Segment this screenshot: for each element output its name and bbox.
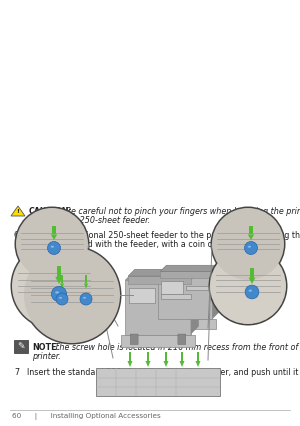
Text: CAUTION:: CAUTION:	[29, 207, 73, 216]
Text: ✎: ✎	[17, 342, 25, 351]
Bar	[61, 275, 63, 283]
Circle shape	[245, 285, 259, 299]
FancyBboxPatch shape	[125, 280, 190, 334]
FancyBboxPatch shape	[96, 368, 220, 396]
Text: The screw hole is located in 216 mm recess from the front of the: The screw hole is located in 216 mm rece…	[52, 343, 300, 352]
Polygon shape	[158, 268, 219, 274]
Bar	[181, 352, 183, 361]
Circle shape	[22, 245, 122, 345]
Polygon shape	[55, 277, 63, 284]
Text: the optional 250-sheet feeder.: the optional 250-sheet feeder.	[29, 216, 150, 225]
Ellipse shape	[249, 290, 252, 292]
FancyBboxPatch shape	[160, 271, 212, 278]
Polygon shape	[84, 283, 88, 289]
Text: Insert the standard 250-sheet tray into the printer, and push until it stops.: Insert the standard 250-sheet tray into …	[27, 368, 300, 377]
Bar	[147, 352, 149, 361]
FancyBboxPatch shape	[14, 340, 28, 353]
Ellipse shape	[51, 246, 54, 248]
FancyBboxPatch shape	[161, 281, 182, 294]
Circle shape	[11, 242, 98, 329]
Polygon shape	[190, 272, 199, 334]
Text: 7: 7	[14, 368, 19, 377]
Bar	[85, 275, 87, 283]
Circle shape	[244, 242, 257, 254]
Text: printer.: printer.	[32, 352, 61, 361]
Ellipse shape	[83, 297, 86, 299]
Text: 6: 6	[14, 231, 19, 240]
Text: !: !	[16, 209, 20, 214]
Circle shape	[24, 247, 120, 343]
Bar	[250, 268, 254, 278]
Circle shape	[12, 244, 96, 328]
Polygon shape	[212, 268, 219, 319]
Bar	[129, 352, 131, 361]
Circle shape	[51, 286, 67, 302]
Circle shape	[210, 248, 286, 324]
Circle shape	[56, 293, 68, 305]
Bar	[52, 226, 56, 234]
FancyBboxPatch shape	[186, 286, 211, 290]
Text: screws provided with the feeder, with a coin or similar object.: screws provided with the feeder, with a …	[27, 240, 276, 249]
Polygon shape	[128, 269, 197, 276]
Circle shape	[212, 208, 284, 280]
FancyBboxPatch shape	[121, 334, 195, 347]
Polygon shape	[160, 265, 218, 271]
Ellipse shape	[248, 246, 251, 248]
FancyBboxPatch shape	[154, 319, 216, 329]
Ellipse shape	[55, 291, 59, 294]
Polygon shape	[125, 272, 199, 280]
Text: NOTE:: NOTE:	[32, 343, 60, 352]
Polygon shape	[248, 234, 254, 240]
Circle shape	[16, 208, 88, 280]
Bar	[57, 266, 61, 277]
FancyBboxPatch shape	[178, 334, 186, 345]
FancyBboxPatch shape	[129, 288, 155, 303]
Text: 60      |      Installing Optional Accessories: 60 | Installing Optional Accessories	[12, 413, 161, 420]
Polygon shape	[164, 361, 169, 367]
Circle shape	[208, 247, 287, 325]
FancyBboxPatch shape	[128, 276, 190, 284]
Circle shape	[47, 242, 61, 254]
Polygon shape	[51, 234, 57, 240]
Polygon shape	[196, 361, 200, 367]
FancyBboxPatch shape	[161, 294, 190, 299]
Polygon shape	[146, 361, 151, 367]
Bar	[249, 226, 253, 234]
Text: Secure the optional 250-sheet feeder to the printer by tightening the two: Secure the optional 250-sheet feeder to …	[27, 231, 300, 240]
Circle shape	[211, 207, 286, 282]
Text: Be careful not to pinch your fingers when lowering the printer onto: Be careful not to pinch your fingers whe…	[63, 207, 300, 216]
Ellipse shape	[59, 297, 62, 299]
Polygon shape	[128, 361, 133, 367]
Polygon shape	[249, 278, 255, 284]
Polygon shape	[11, 206, 25, 216]
FancyBboxPatch shape	[158, 274, 212, 319]
Polygon shape	[179, 361, 184, 367]
Circle shape	[80, 293, 92, 305]
Polygon shape	[60, 283, 64, 289]
FancyBboxPatch shape	[130, 334, 138, 345]
Bar	[165, 352, 167, 361]
Circle shape	[14, 207, 89, 282]
Bar	[197, 352, 199, 361]
